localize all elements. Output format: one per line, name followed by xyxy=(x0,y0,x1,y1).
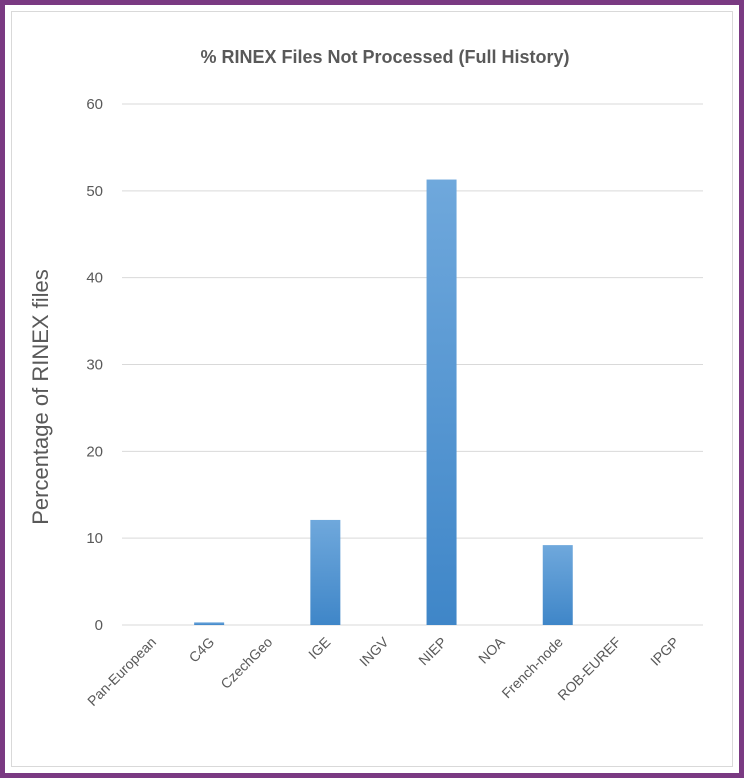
y-axis-ticks: 0 10 20 30 40 50 60 xyxy=(86,96,103,634)
y-tick-label: 0 xyxy=(95,617,103,634)
y-axis-label: Percentage of RINEX files xyxy=(28,269,53,525)
y-tick-label: 30 xyxy=(86,357,103,374)
y-tick-label: 50 xyxy=(86,183,103,200)
bar-french-node xyxy=(542,545,573,625)
chart-title: % RINEX Files Not Processed (Full Histor… xyxy=(200,47,569,67)
bars xyxy=(194,179,573,626)
x-tick-label: NIEP xyxy=(415,634,449,668)
chart-area-frame xyxy=(11,11,733,767)
y-tick-label: 40 xyxy=(86,270,103,287)
x-tick-label: IGE xyxy=(305,634,333,662)
y-tick-label: 20 xyxy=(86,443,103,460)
gridlines xyxy=(122,103,703,626)
y-tick-label: 60 xyxy=(86,96,103,113)
x-tick-label: INGV xyxy=(356,633,392,669)
x-tick-label: Pan-European xyxy=(84,634,159,709)
bar-ige xyxy=(310,519,341,625)
x-axis-ticks: Pan-European C4G CzechGeo IGE INGV NIEP NOAFre… xyxy=(84,633,682,709)
bar-niep xyxy=(426,179,457,626)
bar-c4g xyxy=(194,622,225,625)
x-tick-label: NOA xyxy=(475,633,508,666)
x-tick-label: IPGP xyxy=(647,634,682,669)
y-tick-label: 10 xyxy=(86,530,103,547)
x-tick-label: C4G xyxy=(186,634,218,666)
x-tick-label: CzechGeo xyxy=(217,634,275,692)
